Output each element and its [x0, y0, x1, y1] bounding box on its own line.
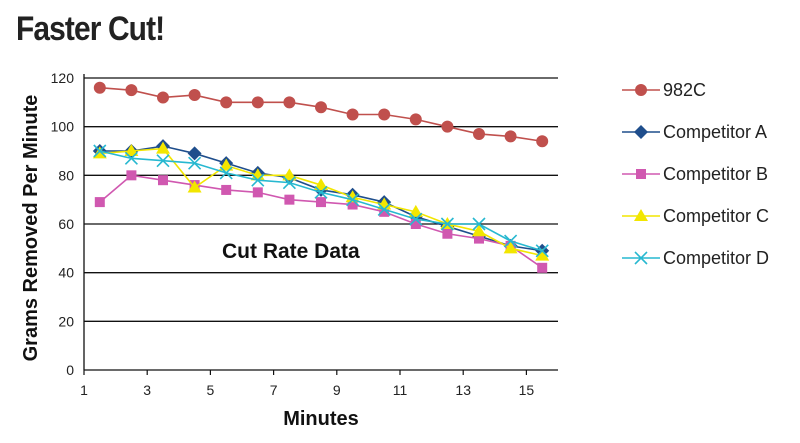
x-tick-label: 1 — [80, 382, 88, 398]
data-point — [440, 217, 454, 231]
data-point — [188, 89, 201, 102]
legend-item: 982C — [622, 80, 706, 100]
legend: 982C Competitor A Competitor B Competitor C… — [622, 80, 769, 268]
data-point — [536, 135, 549, 148]
data-point — [537, 262, 548, 273]
x-tick-label: 9 — [333, 382, 341, 398]
x-tick-label: 13 — [455, 382, 471, 398]
data-point — [409, 212, 423, 226]
data-point — [442, 228, 453, 239]
data-point — [314, 178, 328, 191]
legend-item: Competitor C — [622, 206, 769, 226]
data-point — [219, 158, 234, 171]
data-point — [346, 108, 359, 121]
data-point — [535, 248, 550, 261]
legend-label: Competitor A — [663, 122, 767, 142]
data-point — [124, 151, 138, 165]
x-tick-label: 3 — [143, 382, 151, 398]
legend-label: Competitor B — [663, 164, 768, 184]
data-point — [284, 194, 295, 205]
data-point — [472, 224, 486, 237]
data-point — [441, 120, 454, 133]
legend-marker — [634, 209, 648, 221]
data-point — [503, 241, 518, 254]
legend-label: 982C — [663, 80, 706, 100]
y-tick-label: 60 — [58, 216, 74, 232]
data-point — [93, 144, 107, 158]
data-point — [251, 173, 265, 187]
data-point — [504, 234, 518, 248]
data-point — [377, 202, 391, 216]
x-tick-label: 15 — [519, 382, 535, 398]
data-point — [379, 206, 390, 217]
y-tick-label: 120 — [51, 70, 75, 86]
data-point — [378, 108, 391, 121]
data-point — [251, 96, 264, 109]
data-point — [409, 113, 422, 126]
y-tick-label: 20 — [58, 313, 74, 329]
data-point — [283, 96, 296, 109]
data-point — [220, 96, 233, 109]
legend-marker — [634, 125, 648, 139]
data-point — [473, 127, 485, 140]
data-point — [124, 144, 139, 156]
data-point — [410, 219, 421, 229]
data-point — [408, 204, 423, 217]
legend-marker — [634, 251, 648, 265]
legend-marker — [635, 84, 647, 96]
series-layer — [92, 81, 550, 273]
page-title: Faster Cut! — [16, 10, 165, 48]
y-tick-label: 80 — [58, 167, 74, 183]
data-point — [504, 130, 517, 143]
data-point — [125, 84, 138, 97]
x-tick-label: 7 — [270, 382, 278, 398]
series-competitor-b — [94, 170, 548, 273]
y-tick-label: 0 — [66, 362, 74, 378]
series-competitor-d — [93, 144, 549, 258]
x-tick-label: 5 — [207, 382, 215, 398]
y-tick-label: 100 — [51, 119, 75, 135]
data-point — [187, 146, 202, 161]
data-point — [157, 91, 169, 104]
data-point — [315, 101, 327, 114]
data-point — [188, 156, 202, 170]
legend-marker — [636, 169, 646, 179]
data-point — [187, 180, 202, 193]
data-point — [535, 244, 549, 258]
data-point — [219, 166, 233, 180]
data-point — [282, 168, 297, 181]
data-point — [158, 175, 168, 186]
data-point — [156, 141, 170, 154]
data-point — [346, 193, 360, 207]
data-point — [282, 176, 296, 190]
series-competitor-c — [92, 141, 550, 261]
legend-item: Competitor D — [622, 248, 769, 268]
legend-item: Competitor B — [622, 164, 768, 184]
y-axis-title: Grams Removed Per Minute — [20, 95, 42, 362]
legend-item: Competitor A — [622, 122, 767, 142]
legend-label: Competitor C — [663, 206, 769, 226]
chart-annotation: Cut Rate Data — [222, 240, 360, 263]
data-point — [314, 185, 328, 199]
series-982c — [93, 81, 549, 148]
data-point — [347, 199, 358, 210]
axes — [83, 74, 558, 375]
data-point — [472, 217, 486, 231]
y-tick-label: 40 — [58, 265, 74, 281]
legend-label: Competitor D — [663, 248, 769, 268]
data-point — [94, 197, 105, 208]
data-point — [93, 81, 106, 94]
x-tick-label: 11 — [393, 382, 408, 398]
data-point — [474, 233, 484, 244]
data-point — [156, 154, 170, 168]
x-axis-title: Minutes — [283, 408, 359, 430]
data-point — [252, 187, 263, 198]
data-point — [221, 184, 232, 195]
data-point — [126, 170, 137, 181]
data-point — [316, 197, 326, 208]
